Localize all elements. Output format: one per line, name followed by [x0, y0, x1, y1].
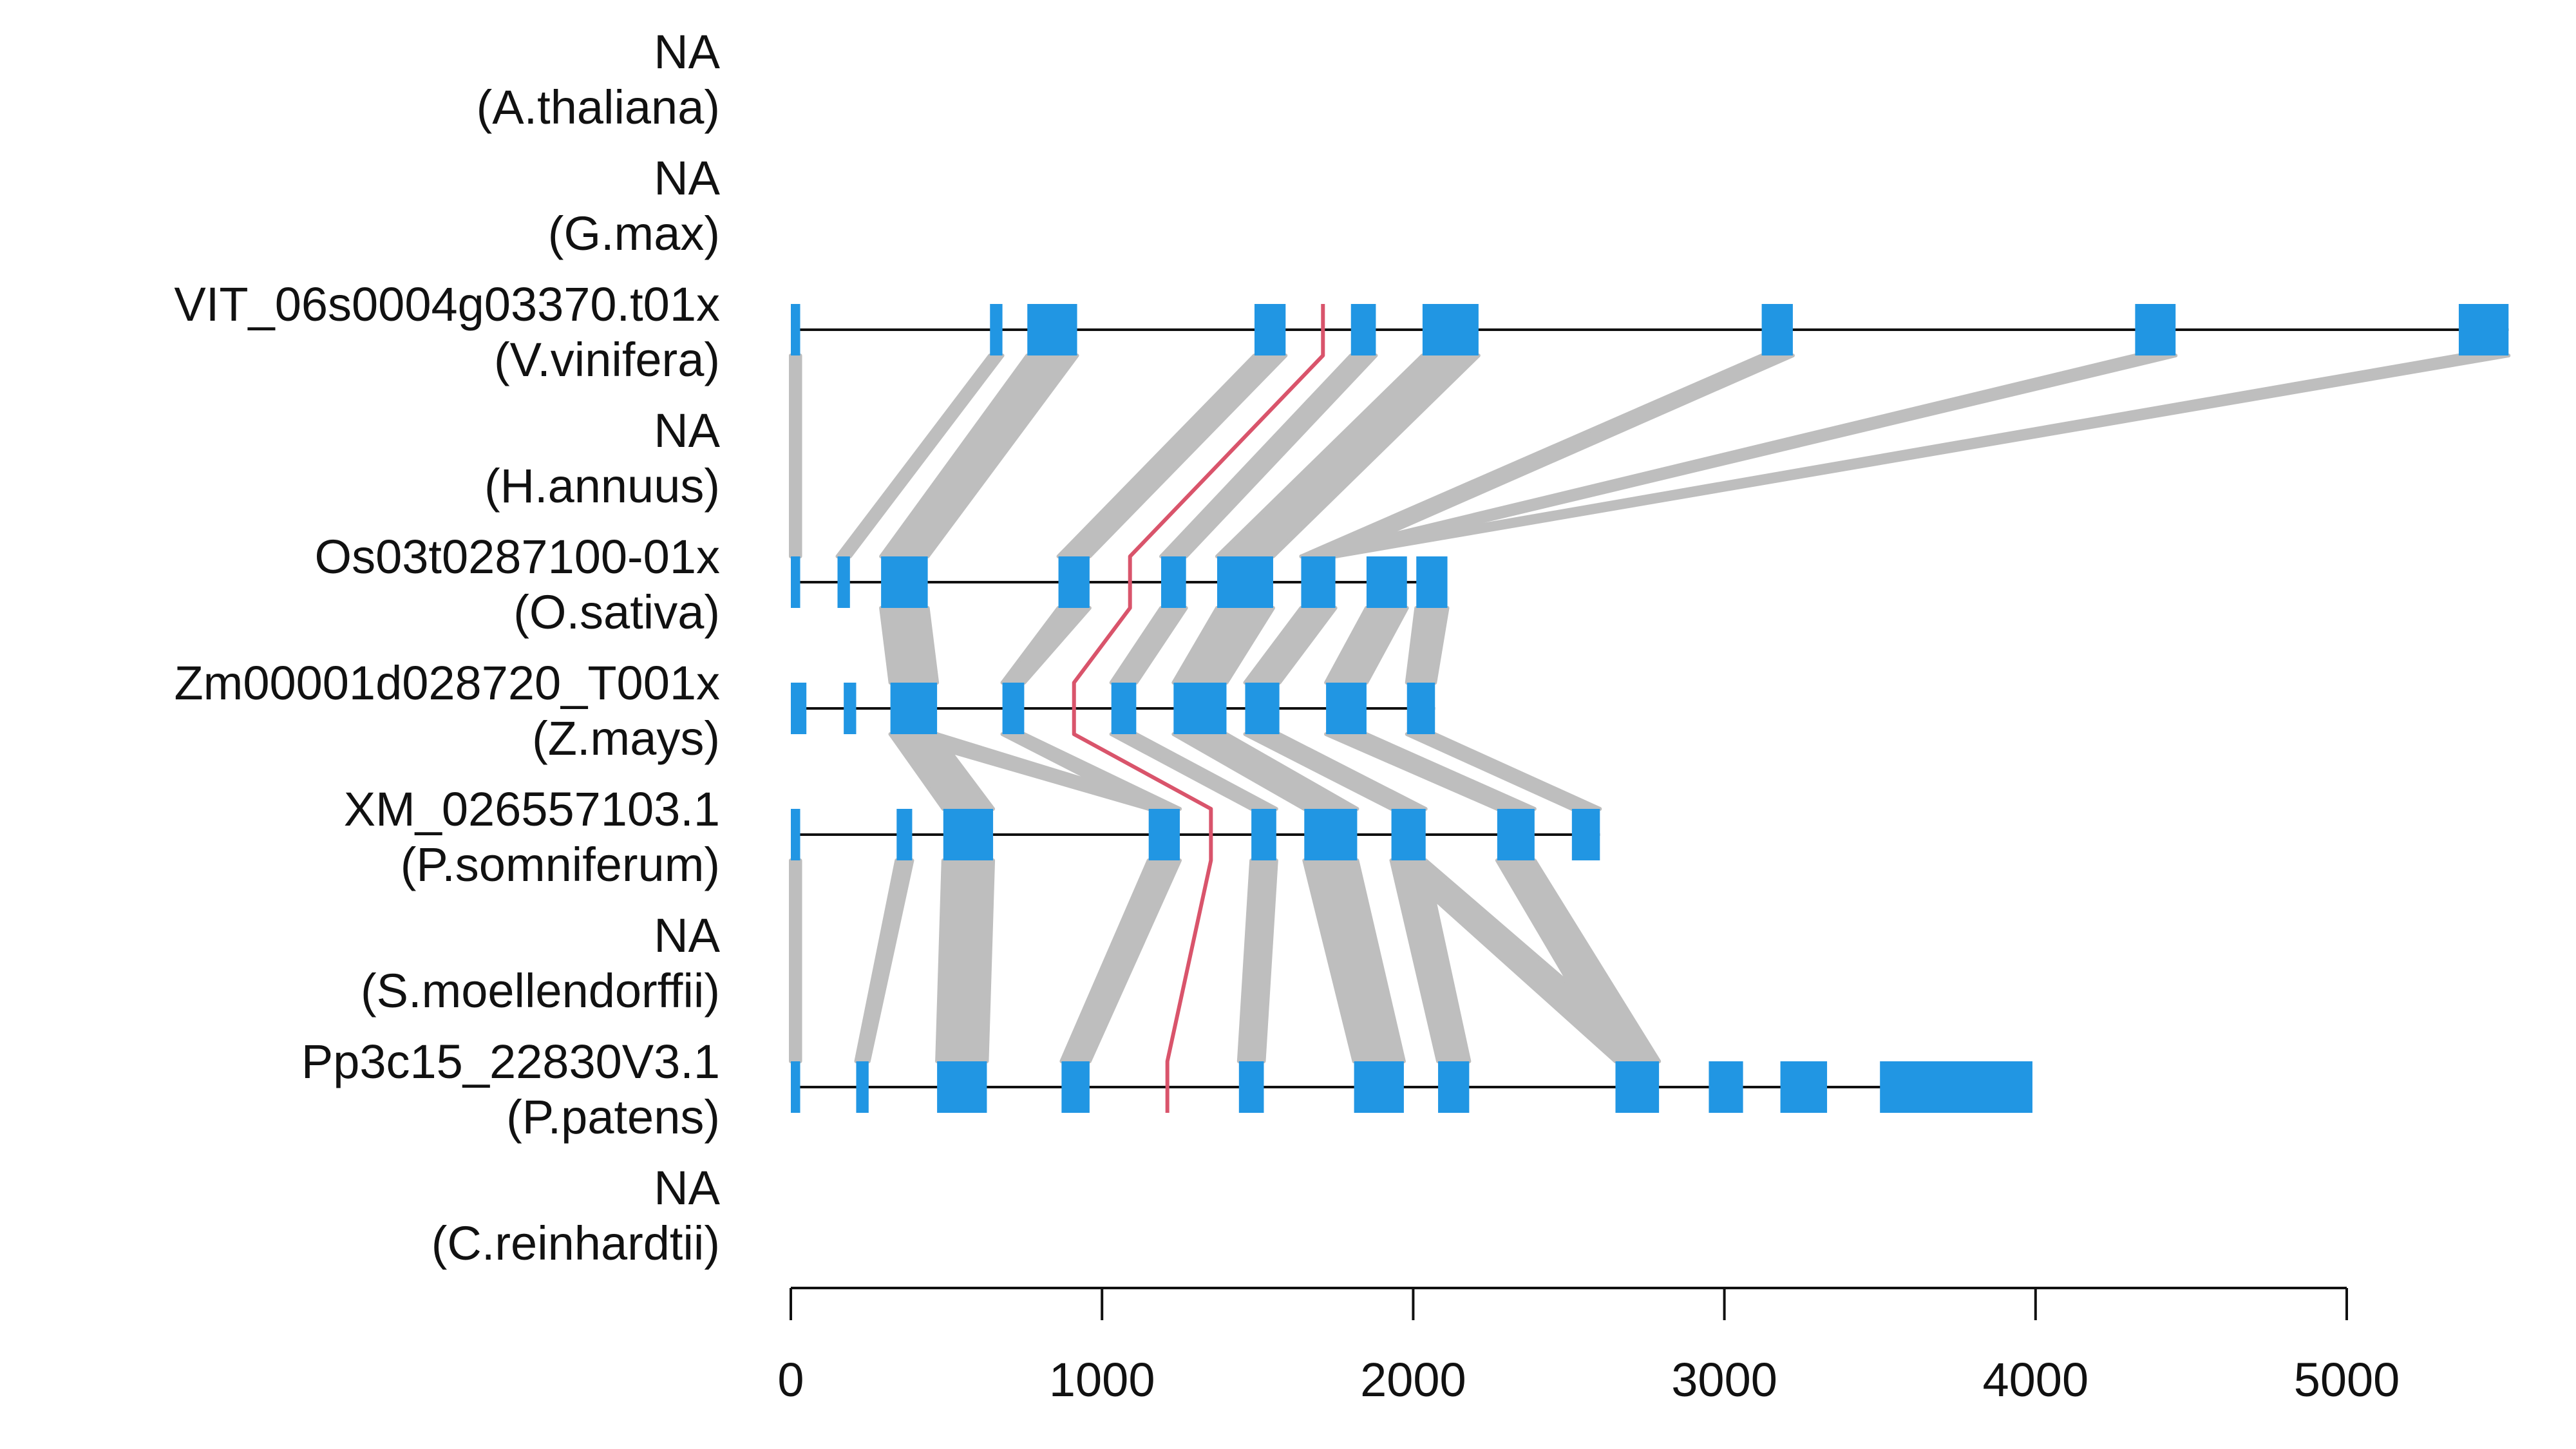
gene-label-9: NA — [654, 1161, 720, 1215]
gene-label-8: Pp3c15_22830V3.1 — [301, 1035, 720, 1088]
exon-8-0 — [791, 1061, 800, 1113]
homology-link-1-5 — [1324, 606, 1409, 685]
x-tick-label-5: 5000 — [2294, 1353, 2400, 1406]
homology-link-3-2 — [935, 858, 996, 1063]
exon-5-1 — [844, 683, 857, 734]
homology-link-3-5 — [1302, 858, 1406, 1063]
track-labels: NA(A.thaliana)NA(G.max)VIT_06s0004g03370… — [174, 25, 720, 1270]
homology-link-3-1 — [854, 858, 914, 1063]
exon-5-6 — [1245, 683, 1280, 734]
exon-4-5 — [1217, 556, 1273, 608]
exon-2-4 — [1350, 304, 1376, 355]
exon-6-0 — [791, 809, 800, 860]
exon-5-7 — [1326, 683, 1367, 734]
exon-6-2 — [943, 809, 994, 860]
exon-5-4 — [1111, 683, 1137, 734]
species-label-0: (A.thaliana) — [477, 80, 720, 134]
homology-link-3-3 — [1059, 858, 1182, 1063]
gene-label-3: NA — [654, 404, 720, 457]
exon-6-7 — [1497, 809, 1535, 860]
species-label-4: (O.sativa) — [513, 585, 720, 639]
exon-4-1 — [837, 556, 850, 608]
exon-6-8 — [1571, 809, 1600, 860]
exon-2-6 — [1761, 304, 1793, 355]
x-tick-label-4: 4000 — [1982, 1353, 2088, 1406]
exon-2-3 — [1254, 304, 1286, 355]
exon-6-1 — [896, 809, 913, 860]
exon-8-4 — [1238, 1061, 1264, 1113]
exon-2-5 — [1422, 304, 1479, 355]
gene-label-0: NA — [654, 25, 720, 79]
homology-link-1-0 — [879, 606, 940, 685]
exon-8-8 — [1709, 1061, 1743, 1113]
exon-8-3 — [1061, 1061, 1090, 1113]
species-label-9: (C.reinhardtii) — [431, 1217, 720, 1270]
exon-8-10 — [1880, 1061, 2032, 1113]
species-label-1: (G.max) — [548, 207, 720, 260]
exon-2-7 — [2135, 304, 2176, 355]
exon-4-0 — [791, 556, 800, 608]
x-tick-label-2: 2000 — [1360, 1353, 1466, 1406]
species-label-2: (V.vinifera) — [494, 333, 720, 386]
homology-link-0-8 — [1299, 354, 2511, 558]
exon-5-0 — [791, 683, 807, 734]
species-label-6: (P.somniferum) — [401, 838, 720, 891]
gene-tracks — [791, 304, 2509, 1113]
exon-2-1 — [990, 304, 1003, 355]
exon-2-8 — [2458, 304, 2509, 355]
gene-label-4: Os03t0287100-01x — [315, 530, 720, 583]
exon-5-8 — [1406, 683, 1435, 734]
exon-4-3 — [1058, 556, 1090, 608]
exon-4-2 — [881, 556, 928, 608]
exon-5-3 — [1002, 683, 1025, 734]
gene-label-7: NA — [654, 909, 720, 962]
highlight-path — [1072, 304, 1325, 1113]
gene-label-6: XM_026557103.1 — [344, 782, 720, 836]
exon-8-5 — [1354, 1061, 1404, 1113]
x-tick-label-1: 1000 — [1049, 1353, 1155, 1406]
exon-8-6 — [1438, 1061, 1470, 1113]
homology-link-1-1 — [1000, 606, 1092, 685]
homology-link-1-6 — [1405, 606, 1450, 685]
species-label-3: (H.annuus) — [484, 459, 720, 513]
species-label-8: (P.patens) — [506, 1090, 720, 1144]
highlight-line — [1072, 304, 1325, 1113]
homology-link-0-0 — [789, 354, 802, 558]
homology-link-3-4 — [1236, 858, 1278, 1063]
exon-4-7 — [1366, 556, 1407, 608]
exon-6-5 — [1304, 809, 1358, 860]
exon-4-4 — [1161, 556, 1186, 608]
species-label-7: (S.moellendorffii) — [361, 964, 720, 1018]
exon-5-2 — [890, 683, 938, 734]
gene-label-5: Zm00001d028720_T001x — [174, 656, 720, 710]
exon-8-9 — [1780, 1061, 1828, 1113]
x-tick-label-3: 3000 — [1671, 1353, 1777, 1406]
gene-label-2: VIT_06s0004g03370.t01x — [174, 278, 720, 331]
exon-6-3 — [1148, 809, 1180, 860]
exon-8-2 — [937, 1061, 987, 1113]
exon-8-7 — [1615, 1061, 1660, 1113]
exon-4-6 — [1301, 556, 1336, 608]
homology-links — [789, 354, 2511, 1063]
exon-8-1 — [856, 1061, 869, 1113]
species-label-5: (Z.mays) — [532, 712, 720, 765]
exon-6-6 — [1391, 809, 1426, 860]
exon-6-4 — [1251, 809, 1276, 860]
exon-4-8 — [1416, 556, 1448, 608]
x-axis: 0 1000 2000 3000 4000 5000 — [777, 1287, 2400, 1406]
exon-5-5 — [1173, 683, 1227, 734]
exon-2-0 — [791, 304, 800, 355]
exon-2-2 — [1027, 304, 1077, 355]
homology-link-3-0 — [789, 858, 802, 1063]
gene-label-1: NA — [654, 151, 720, 205]
x-tick-label-0: 0 — [777, 1353, 804, 1406]
